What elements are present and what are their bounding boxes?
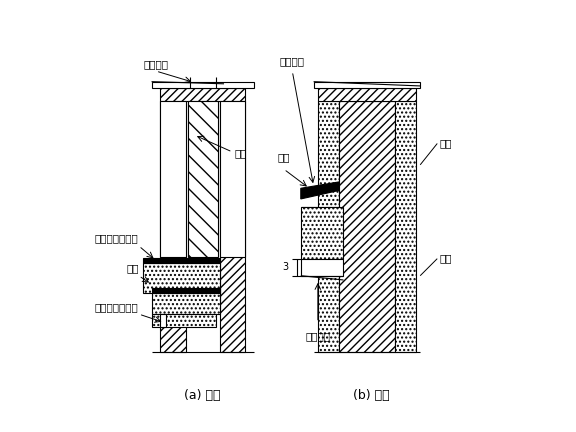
Text: 顶面砖压立面砖: 顶面砖压立面砖 xyxy=(95,234,139,244)
Bar xyxy=(220,101,245,353)
Bar xyxy=(318,101,339,353)
Bar xyxy=(318,88,416,101)
Bar xyxy=(151,314,215,327)
Bar xyxy=(143,258,220,263)
Bar xyxy=(395,101,416,353)
Text: 腰线: 腰线 xyxy=(439,139,452,149)
Bar xyxy=(160,101,185,353)
Text: 流水坡度: 流水坡度 xyxy=(280,57,305,67)
Bar xyxy=(339,101,395,353)
Bar xyxy=(301,207,343,259)
Text: 盖砖: 盖砖 xyxy=(278,152,290,162)
Bar xyxy=(301,259,343,276)
Text: 基体: 基体 xyxy=(439,254,452,264)
Bar xyxy=(160,101,185,257)
Polygon shape xyxy=(301,182,339,199)
Bar xyxy=(160,88,245,101)
Bar xyxy=(151,289,220,293)
Text: 窗台: 窗台 xyxy=(126,264,139,273)
Text: 流水坡度: 流水坡度 xyxy=(143,59,168,69)
Bar xyxy=(188,101,218,257)
Text: (a) 窗台: (a) 窗台 xyxy=(184,389,221,402)
Bar xyxy=(313,82,420,88)
Bar xyxy=(151,82,254,88)
Text: 3: 3 xyxy=(283,262,289,272)
Bar xyxy=(151,293,220,314)
Text: (b) 腰线: (b) 腰线 xyxy=(353,389,389,402)
Bar xyxy=(160,314,166,327)
Bar xyxy=(220,101,245,257)
Text: 窗框: 窗框 xyxy=(234,148,247,158)
Text: 水泥砂浆滴水线: 水泥砂浆滴水线 xyxy=(95,302,139,312)
Text: 流水坡度: 流水坡度 xyxy=(305,331,331,341)
Bar xyxy=(143,263,220,293)
